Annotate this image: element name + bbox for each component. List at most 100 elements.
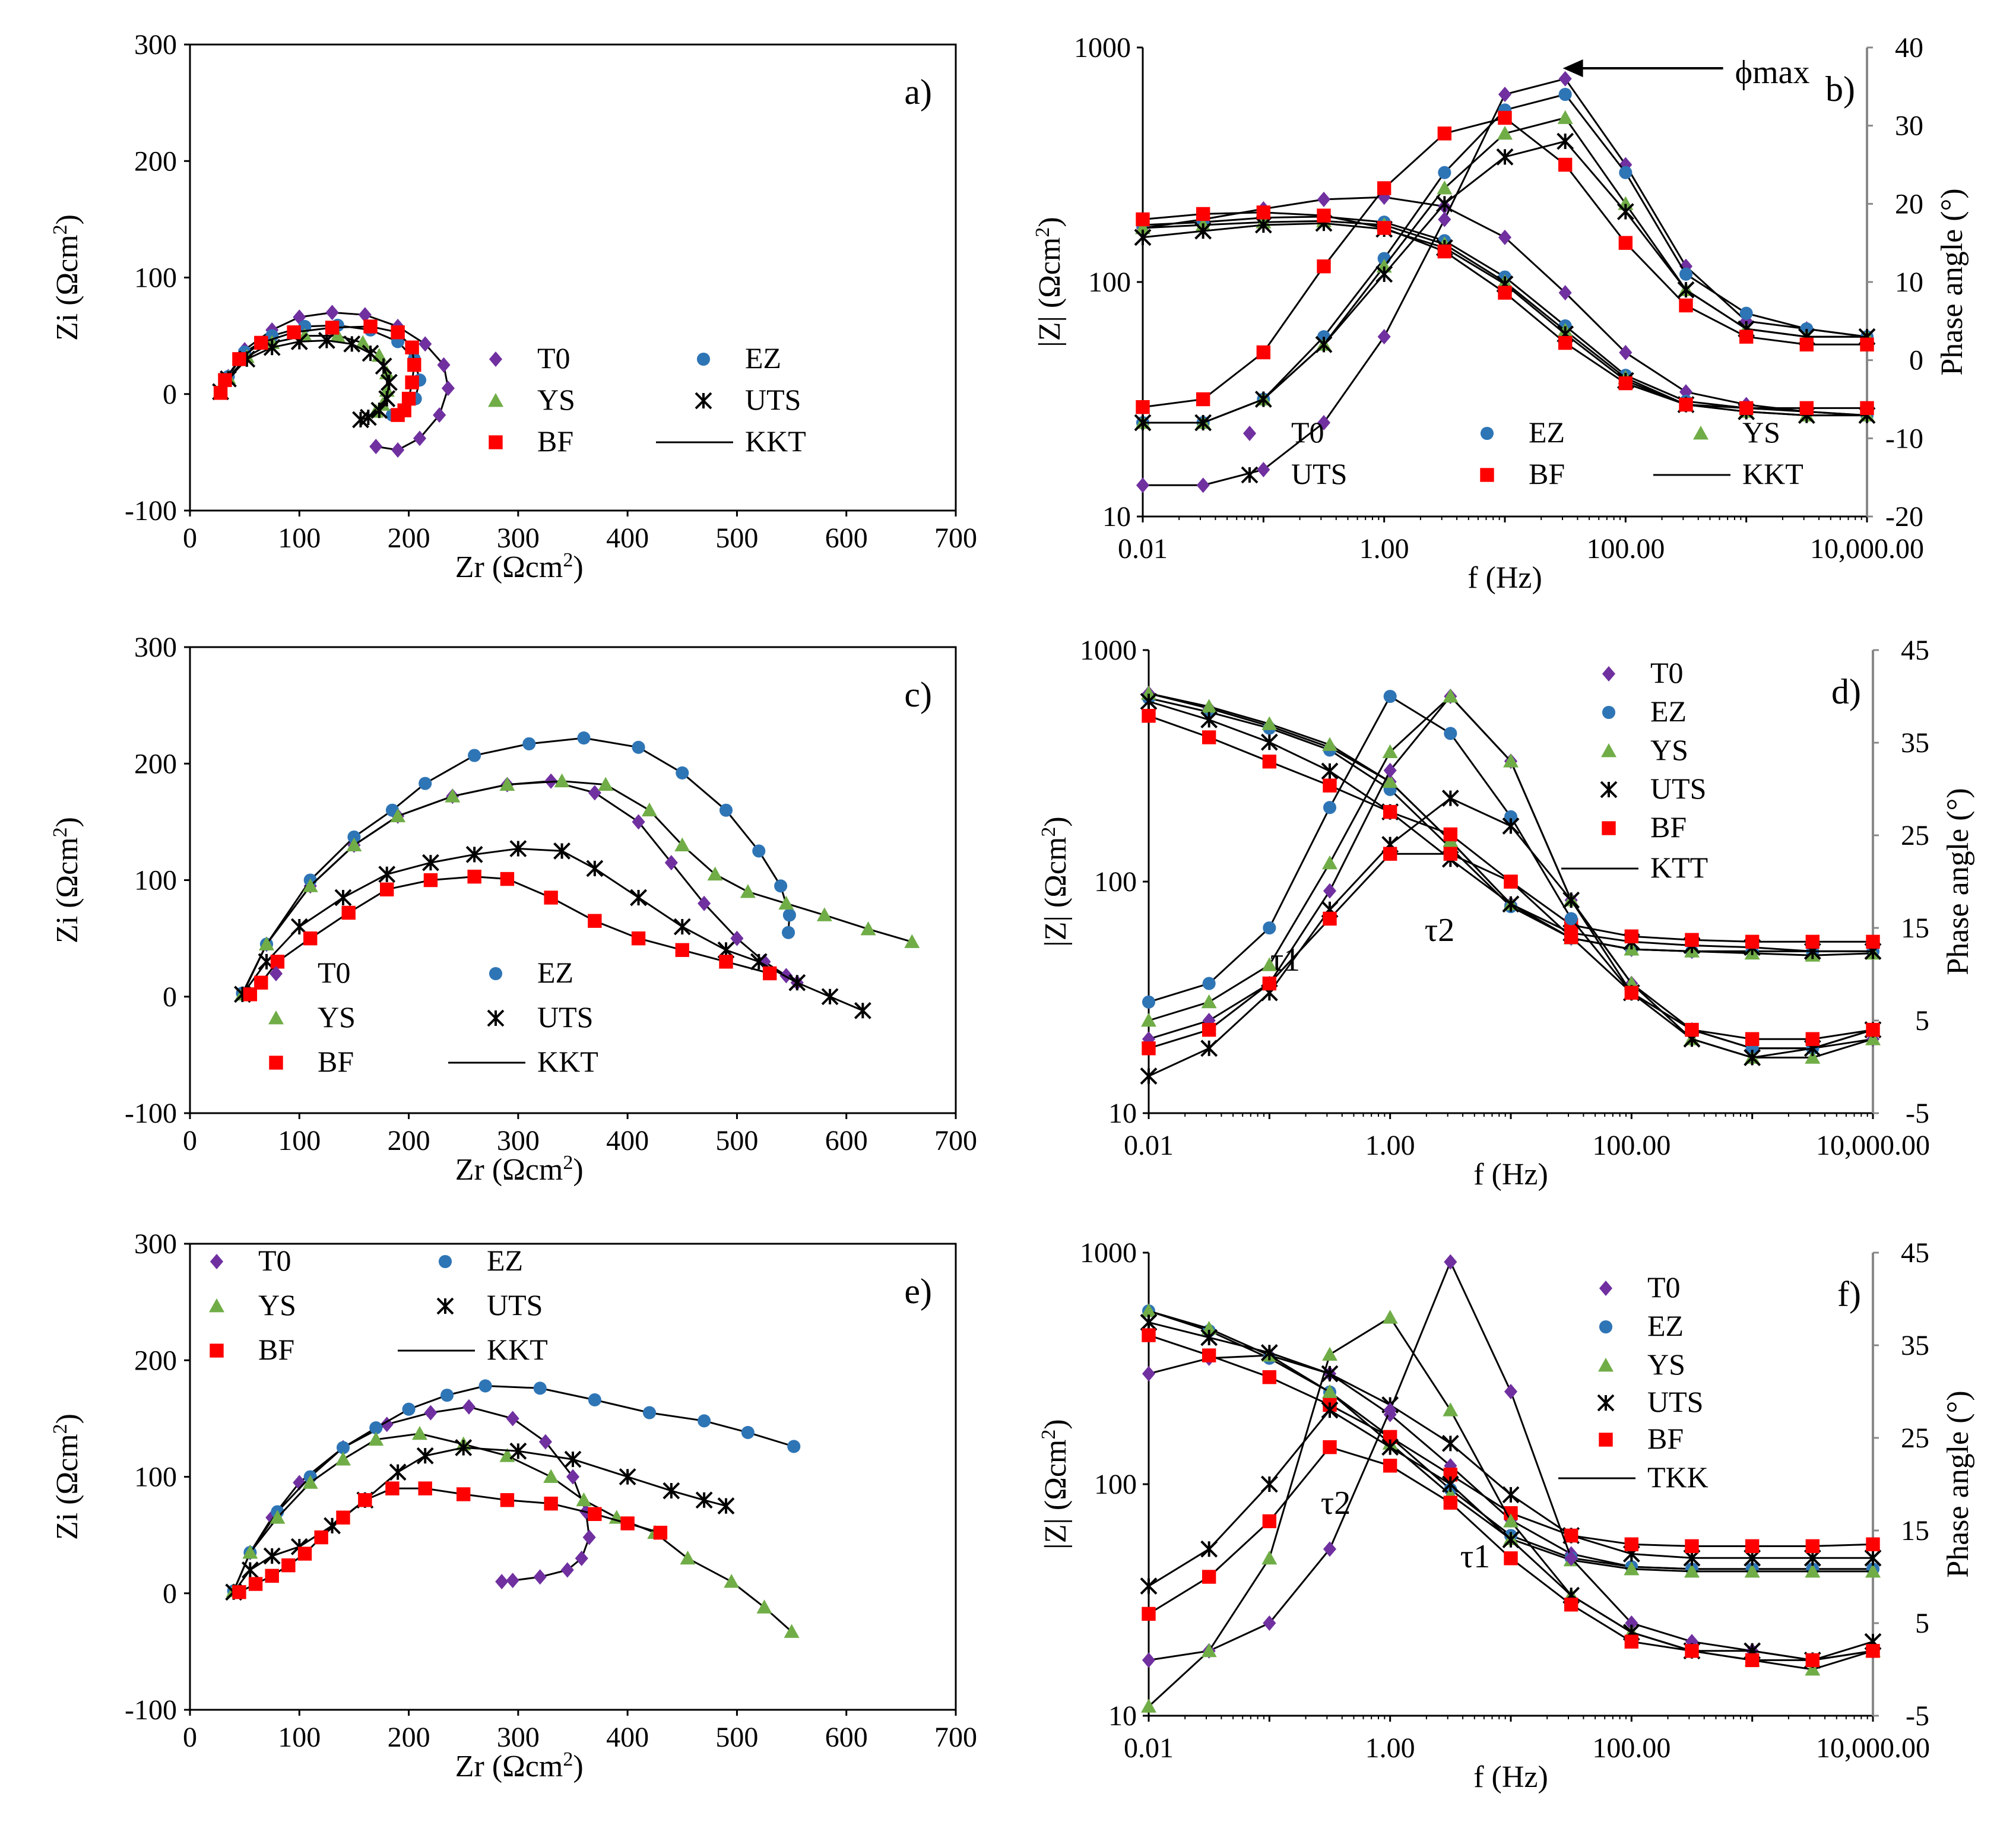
data-point bbox=[696, 352, 711, 366]
data-point bbox=[440, 1389, 454, 1402]
data-point bbox=[281, 1558, 296, 1573]
data-point bbox=[1805, 1539, 1820, 1554]
y-tick-label: 200 bbox=[134, 748, 177, 780]
legend-label-ys: YS bbox=[1742, 416, 1780, 449]
data-point bbox=[1200, 711, 1218, 728]
data-point bbox=[1142, 1365, 1156, 1381]
legend-label-ys: YS bbox=[537, 383, 575, 416]
data-point bbox=[1564, 1528, 1578, 1543]
data-point bbox=[1201, 1643, 1217, 1658]
data-point bbox=[467, 869, 481, 884]
data-point bbox=[209, 1298, 224, 1313]
data-point bbox=[509, 840, 527, 857]
modulus-fit-uts bbox=[1142, 222, 1867, 417]
data-point bbox=[533, 1381, 547, 1395]
data-point bbox=[1805, 1032, 1820, 1046]
data-point bbox=[1504, 1551, 1518, 1566]
data-point bbox=[391, 325, 405, 340]
data-point bbox=[1502, 895, 1520, 913]
data-point bbox=[1136, 212, 1150, 227]
y-tick-label: 1000 bbox=[1080, 1237, 1137, 1269]
y2-tick-label: 25 bbox=[1901, 820, 1929, 851]
modulus-fit-ys bbox=[1142, 220, 1867, 417]
data-point bbox=[1134, 229, 1152, 246]
data-point bbox=[575, 1550, 588, 1566]
data-point bbox=[1602, 705, 1616, 720]
data-point bbox=[1444, 727, 1457, 740]
data-point bbox=[642, 1406, 657, 1419]
legend-label-fit: KKT bbox=[537, 1045, 598, 1078]
data-point bbox=[1256, 205, 1271, 220]
data-point bbox=[355, 335, 371, 349]
data-point bbox=[499, 777, 515, 791]
data-point bbox=[1321, 1365, 1339, 1383]
y-tick-label: 100 bbox=[134, 1462, 177, 1493]
data-point bbox=[248, 1577, 263, 1591]
data-point bbox=[1194, 222, 1212, 240]
data-point bbox=[391, 442, 405, 458]
y-tick-label: 100 bbox=[1088, 267, 1131, 298]
data-point bbox=[1317, 191, 1331, 207]
y2-axis-label: Phase angle (°) bbox=[1941, 788, 1975, 975]
data-point bbox=[1616, 203, 1634, 220]
data-point bbox=[380, 882, 394, 896]
panel-label: f) bbox=[1837, 1275, 1861, 1314]
data-point bbox=[543, 1469, 559, 1483]
legend-label-bf: BF bbox=[1529, 457, 1565, 490]
data-point bbox=[1557, 132, 1574, 150]
data-point bbox=[1375, 265, 1393, 283]
data-point bbox=[1263, 921, 1276, 935]
data-point bbox=[695, 1491, 713, 1509]
y-tick-label: 300 bbox=[134, 632, 177, 663]
data-point bbox=[445, 788, 461, 803]
data-point bbox=[1618, 376, 1633, 391]
data-point bbox=[1263, 1615, 1276, 1631]
data-point bbox=[358, 1493, 372, 1507]
data-point bbox=[1323, 883, 1337, 899]
data-point bbox=[1498, 87, 1512, 102]
arrow-head-icon bbox=[1562, 59, 1583, 77]
data-point bbox=[588, 1393, 601, 1407]
data-point bbox=[664, 855, 678, 871]
x-tick-label: 0 bbox=[183, 522, 197, 554]
fit-line-uts bbox=[233, 1446, 727, 1593]
y2-tick-label: 0 bbox=[1909, 345, 1923, 376]
y-axis-label: Zi (Ωcm2) bbox=[49, 214, 85, 341]
legend-label-uts: UTS bbox=[1291, 457, 1347, 490]
y2-tick-label: -20 bbox=[1885, 501, 1923, 533]
data-point bbox=[232, 352, 246, 366]
panel-b: 0.01 1.00 100.00 10,000.00 10 100 1000 -20 -10 0 1… bbox=[1032, 32, 1970, 595]
y2-tick-label: 10 bbox=[1895, 267, 1923, 298]
y-tick-label: 10 bbox=[1108, 1098, 1137, 1129]
data-point bbox=[1262, 755, 1277, 769]
data-point bbox=[1261, 1550, 1278, 1565]
legend-label-uts: UTS bbox=[745, 383, 801, 416]
legend-label-ys: YS bbox=[258, 1288, 296, 1322]
legend-label-fit: TKK bbox=[1647, 1460, 1708, 1494]
data-point bbox=[210, 1343, 224, 1358]
data-point bbox=[1441, 790, 1459, 807]
data-point bbox=[1598, 1358, 1614, 1372]
data-point bbox=[441, 380, 455, 396]
data-point bbox=[1558, 285, 1572, 301]
y-axis-label: Zi (Ωcm2) bbox=[49, 817, 85, 943]
data-point bbox=[577, 731, 591, 745]
data-point bbox=[488, 393, 503, 407]
x-axis-label: f (Hz) bbox=[1473, 1158, 1548, 1192]
y-tick-label: 100 bbox=[1094, 866, 1137, 898]
data-point bbox=[325, 321, 340, 335]
x-tick-label: 10,000.00 bbox=[1816, 1732, 1930, 1764]
data-point bbox=[1601, 743, 1616, 758]
y-tick-label: 300 bbox=[134, 1228, 177, 1260]
tau-1-annotation: τ1 bbox=[1270, 942, 1301, 978]
x-tick-label: 1.00 bbox=[1365, 1732, 1415, 1764]
data-point bbox=[375, 357, 392, 375]
data-point bbox=[1745, 1539, 1760, 1554]
data-point bbox=[860, 921, 876, 936]
data-point bbox=[1739, 306, 1753, 320]
x-tick-label: 500 bbox=[715, 522, 758, 554]
x-tick-label: 300 bbox=[497, 1125, 540, 1156]
data-point bbox=[1140, 1577, 1158, 1595]
data-point bbox=[1377, 181, 1391, 195]
data-point bbox=[336, 1441, 350, 1455]
